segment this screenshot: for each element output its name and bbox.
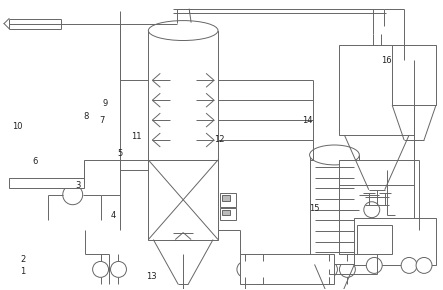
Circle shape: [339, 262, 355, 277]
Ellipse shape: [310, 145, 359, 165]
Text: 5: 5: [117, 149, 123, 158]
Circle shape: [63, 185, 83, 205]
Ellipse shape: [148, 21, 218, 41]
Text: 9: 9: [103, 99, 108, 108]
Circle shape: [255, 262, 271, 277]
Circle shape: [366, 258, 382, 273]
Bar: [148, 30, 218, 230]
Text: 3: 3: [75, 181, 81, 190]
Bar: [310, 155, 359, 264]
Text: 8: 8: [83, 112, 89, 121]
Bar: [220, 208, 236, 220]
Bar: [173, 233, 193, 240]
Bar: [392, 46, 436, 105]
Bar: [222, 195, 230, 201]
Circle shape: [416, 258, 432, 273]
Text: 15: 15: [309, 204, 319, 213]
Bar: [222, 210, 230, 215]
Text: 13: 13: [146, 272, 156, 281]
Circle shape: [401, 258, 417, 273]
Text: 4: 4: [111, 211, 116, 220]
Circle shape: [364, 202, 380, 218]
Circle shape: [237, 262, 253, 277]
Bar: [358, 225, 392, 254]
Text: 12: 12: [214, 135, 225, 144]
Text: 10: 10: [12, 122, 23, 131]
Bar: [339, 160, 414, 254]
Bar: [148, 160, 218, 240]
Circle shape: [93, 262, 109, 277]
Text: 16: 16: [381, 56, 392, 65]
Text: 7: 7: [100, 116, 105, 125]
Bar: [9, 178, 84, 188]
Text: 14: 14: [302, 116, 313, 125]
Circle shape: [111, 262, 126, 277]
Text: 6: 6: [33, 157, 38, 166]
Circle shape: [322, 262, 338, 277]
Text: 11: 11: [131, 132, 142, 141]
Text: 1: 1: [20, 267, 26, 276]
Bar: [339, 46, 414, 135]
Bar: [354, 218, 436, 265]
Bar: [240, 254, 334, 284]
Bar: [220, 193, 236, 207]
Text: 2: 2: [20, 255, 26, 264]
